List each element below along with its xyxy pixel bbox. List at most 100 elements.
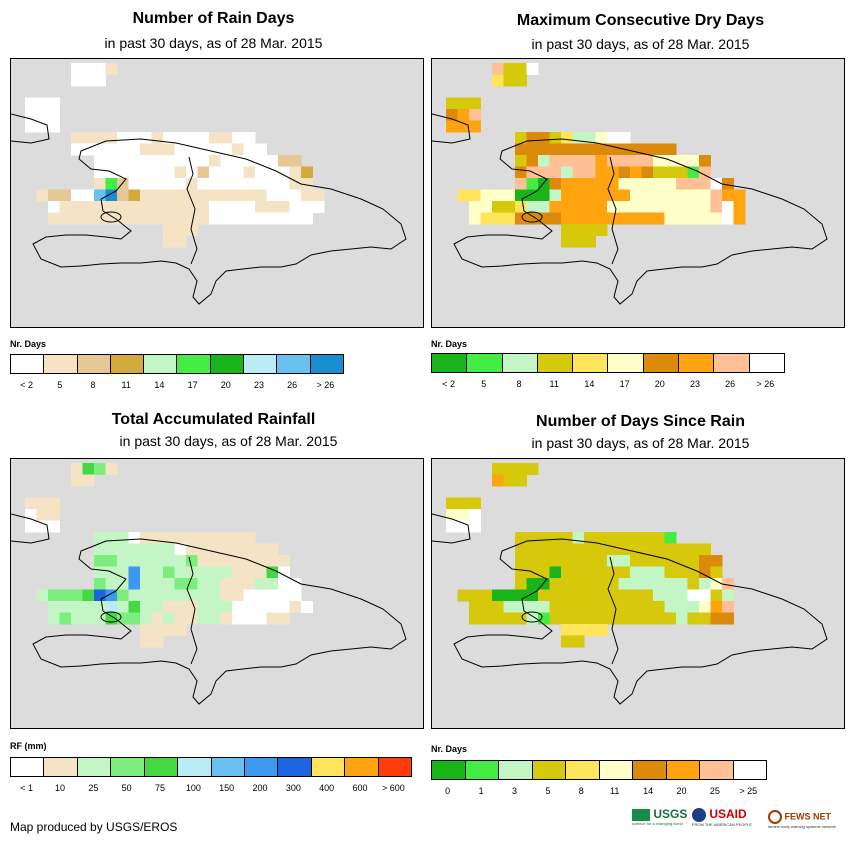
grid-cell (687, 612, 700, 625)
grid-cell (641, 532, 654, 544)
grid-cell (595, 224, 608, 236)
grid-cell (561, 532, 573, 544)
grid-cell (36, 189, 49, 202)
grid-cell (664, 578, 677, 590)
grid-cell (607, 578, 619, 590)
panel-4-legend-bar (431, 760, 767, 780)
grid-cell (105, 578, 118, 590)
grid-cell (71, 474, 83, 487)
grid-cell (209, 178, 221, 190)
grid-cell (255, 543, 267, 556)
grid-cell (163, 143, 175, 156)
grid-cell (492, 212, 504, 225)
grid-cell (266, 543, 279, 556)
grid-cell (209, 555, 221, 567)
grid-cell (699, 178, 711, 190)
grid-cell (209, 578, 221, 590)
legend-label: < 1 (20, 783, 34, 793)
panel-2-legend-labels: < 2 5 8 11 14 17 20 23 26 > 26 (431, 379, 783, 391)
grid-cell (676, 601, 688, 613)
legend-label: > 26 (316, 380, 335, 390)
legend-swatch (643, 354, 680, 372)
grid-cell (278, 612, 290, 625)
grid-cell (94, 143, 106, 156)
grid-cell (515, 63, 527, 75)
grid-cell (446, 97, 458, 110)
grid-cell (151, 166, 164, 179)
grid-cell (515, 555, 527, 567)
grid-cell (140, 143, 152, 156)
grid-cell (163, 624, 175, 636)
grid-cell (607, 543, 619, 556)
grid-cell (595, 166, 608, 179)
grid-cell (243, 189, 256, 202)
grid-cell (220, 612, 233, 625)
grid-cell (710, 555, 723, 567)
grid-cell (618, 532, 631, 544)
grid-cell (641, 589, 654, 602)
grid-cell (117, 601, 129, 613)
panel-1-subtitle: in past 30 days, as of 28 Mar. 2015 (104, 35, 323, 51)
grid-cell (197, 189, 210, 202)
grid-cell (232, 543, 244, 556)
grid-cell (140, 166, 152, 179)
grid-cell (676, 166, 688, 179)
legend-label: > 600 (381, 783, 405, 793)
fews-logo-text: FEWS NET (784, 811, 832, 822)
grid-cell (243, 566, 256, 579)
grid-cell (561, 612, 573, 625)
grid-cell (151, 612, 164, 625)
grid-cell (140, 155, 152, 167)
island-outline-lake (100, 211, 122, 223)
grid-cell (641, 178, 654, 190)
grid-cell (94, 463, 106, 475)
grid-cell (36, 97, 49, 110)
grid-cell (105, 63, 118, 75)
grid-cell (538, 589, 550, 602)
grid-cell (710, 201, 723, 213)
grid-cell (266, 212, 279, 225)
grid-cell (469, 601, 481, 613)
grid-cell (163, 601, 175, 613)
grid-cell (526, 543, 539, 556)
grid-cell (36, 520, 49, 533)
grid-cell (618, 178, 631, 190)
legend-swatch (566, 761, 600, 779)
legend-label: > 25 (739, 786, 758, 796)
grid-cell (584, 543, 596, 556)
grid-cell (446, 497, 458, 510)
grid-cell (174, 224, 187, 236)
fews-logo: FEWS NET famine early warning systems ne… (768, 810, 836, 829)
legend-swatch (77, 758, 112, 776)
grid-cell (140, 201, 152, 213)
grid-cell (457, 520, 470, 533)
grid-cell (549, 566, 562, 579)
grid-cell (676, 212, 688, 225)
grid-cell (492, 601, 504, 613)
grid-cell (526, 578, 539, 590)
panel-3-subtitle: in past 30 days, as of 28 Mar. 2015 (119, 433, 338, 449)
grid-cell (82, 212, 95, 225)
grid-cell (128, 143, 141, 156)
grid-cell (584, 566, 596, 579)
grid-cell (653, 189, 665, 202)
grid-cell (117, 543, 129, 556)
panel-4-title: Number of Days Since Rain (536, 413, 745, 430)
grid-cell (105, 143, 118, 156)
grid-cell (82, 612, 95, 625)
grid-cell (301, 166, 313, 179)
grid-cell (209, 212, 221, 225)
grid-cell (232, 132, 244, 144)
grid-cell (94, 155, 106, 167)
grid-cell (618, 589, 631, 602)
grid-cell (699, 201, 711, 213)
grid-cell (515, 132, 527, 144)
grid-cell (710, 589, 723, 602)
grid-cell (220, 132, 233, 144)
legend-swatch (666, 761, 700, 779)
legend-label: 17 (619, 379, 630, 389)
grid-cell (584, 555, 596, 567)
grid-cell (301, 601, 313, 613)
panel-4-legend-labels: 0 1 3 5 8 11 14 20 25 > 25 (431, 786, 765, 798)
legend-label: 5 (481, 379, 487, 389)
